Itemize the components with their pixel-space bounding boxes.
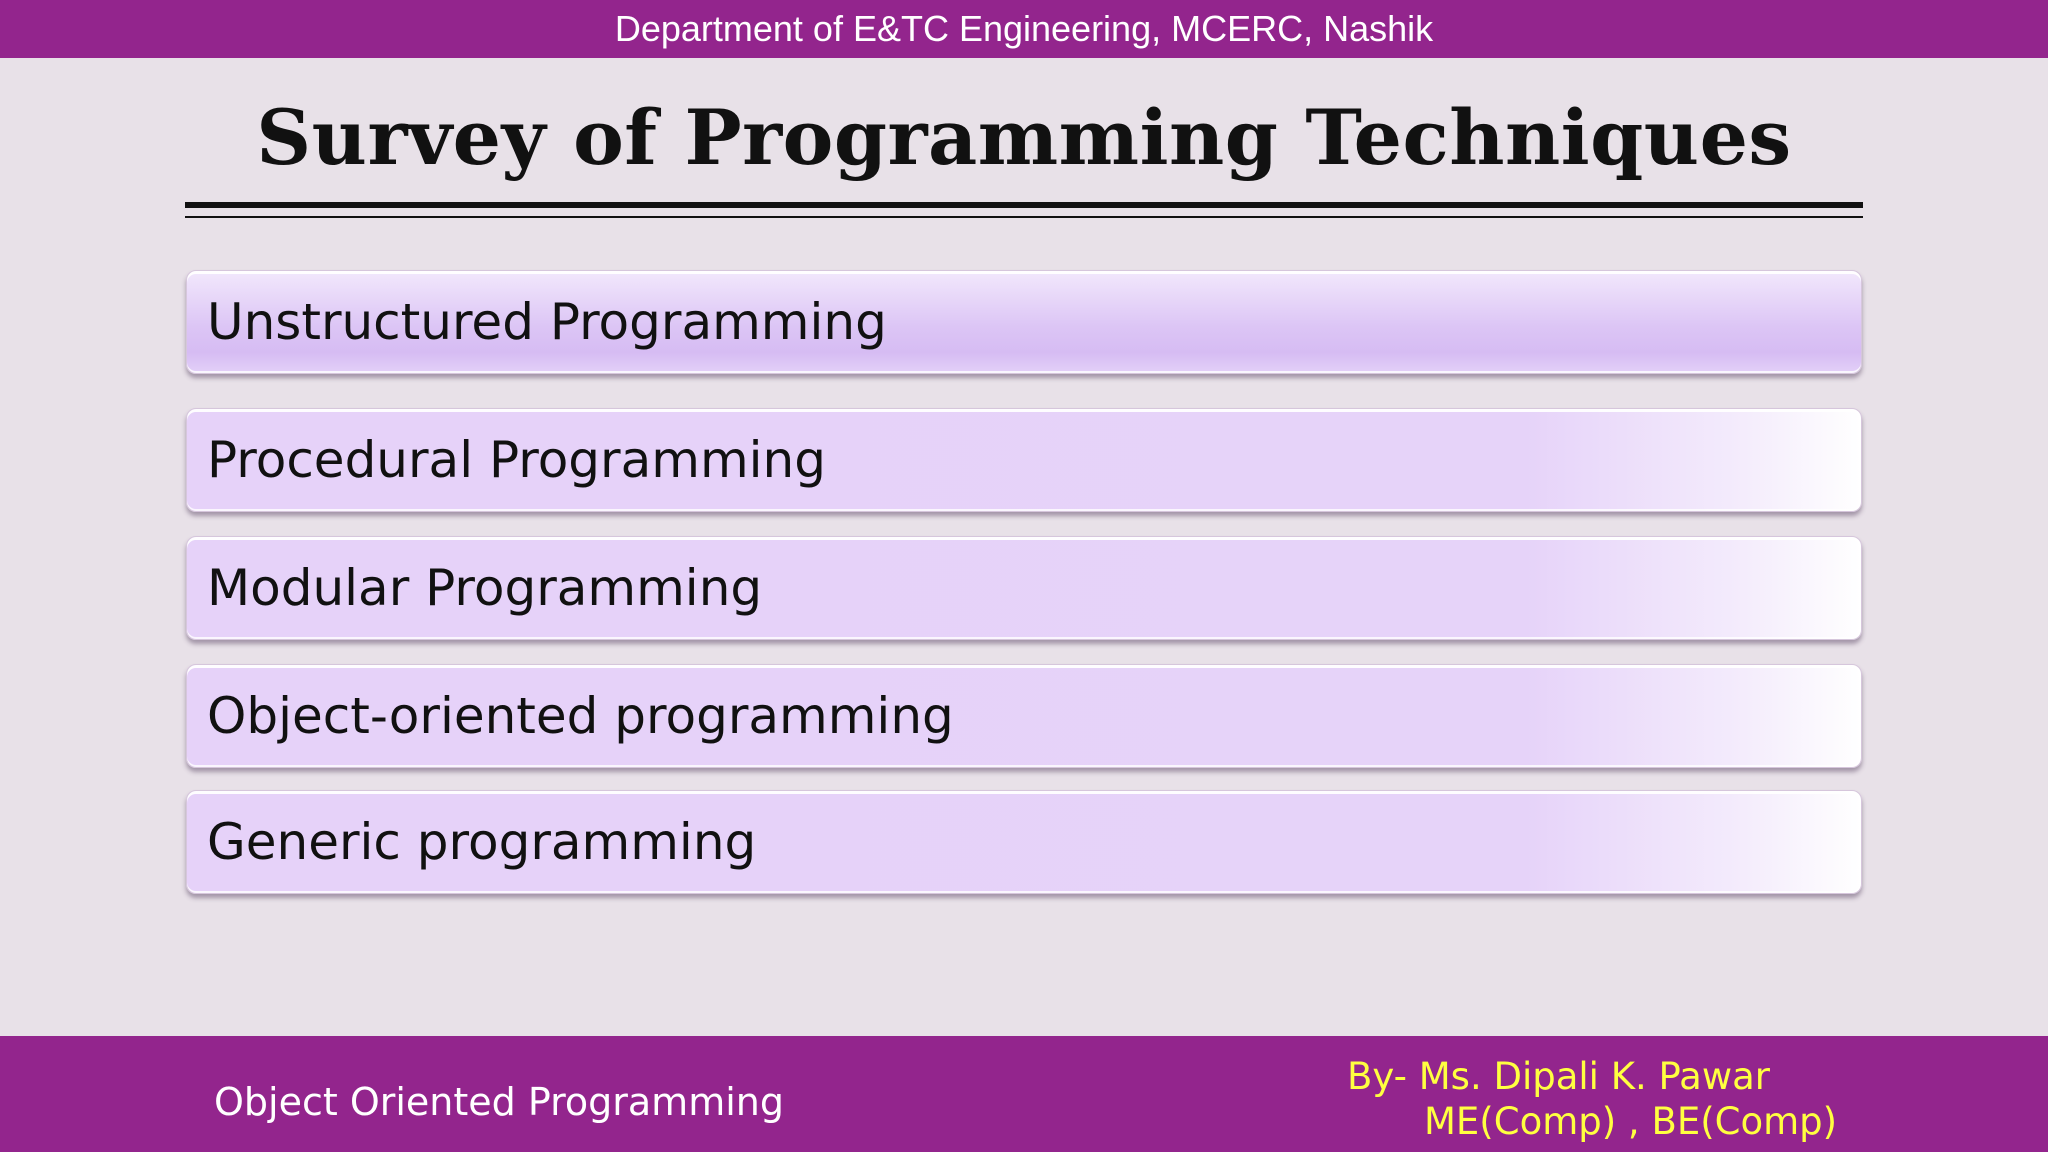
- title-underline-thin: [185, 216, 1863, 218]
- list-item-generic: Generic programming: [186, 790, 1862, 894]
- list-item-modular: Modular Programming: [186, 536, 1862, 640]
- list-item-unstructured: Unstructured Programming: [186, 270, 1862, 374]
- header-bar: Department of E&TC Engineering, MCERC, N…: [0, 0, 2048, 58]
- title-underline-thick: [185, 202, 1863, 208]
- list-item-label: Generic programming: [207, 813, 757, 871]
- list-item-label: Modular Programming: [207, 559, 763, 617]
- list-item-label: Unstructured Programming: [207, 293, 887, 351]
- author-name: By- Ms. Dipali K. Pawar: [1347, 1055, 1770, 1098]
- department-name: Department of E&TC Engineering, MCERC, N…: [614, 8, 1434, 49]
- footer-bar: [0, 1036, 2048, 1152]
- list-item-object-oriented: Object-oriented programming: [186, 664, 1862, 768]
- course-name: Object Oriented Programming: [214, 1080, 784, 1124]
- author-qualifications: ME(Comp) , BE(Comp): [1424, 1100, 1838, 1143]
- list-item-label: Object-oriented programming: [207, 687, 954, 745]
- list-item-label: Procedural Programming: [207, 431, 826, 489]
- list-item-procedural: Procedural Programming: [186, 408, 1862, 512]
- slide-title: Survey of Programming Techniques: [256, 93, 1792, 182]
